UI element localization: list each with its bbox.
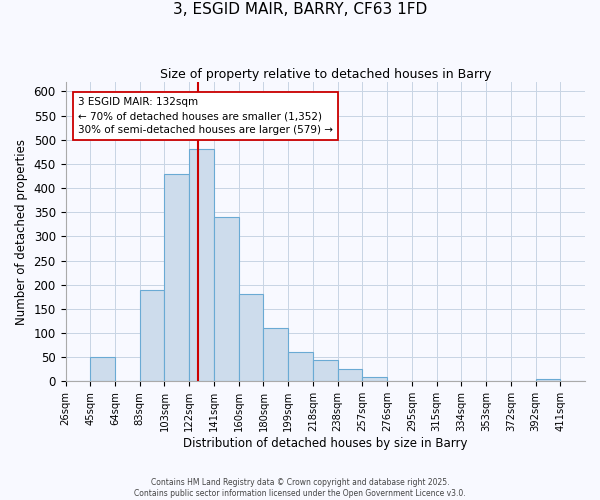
Bar bbox=[214, 217, 239, 382]
Y-axis label: Number of detached properties: Number of detached properties bbox=[15, 138, 28, 324]
Bar bbox=[338, 370, 362, 382]
Bar bbox=[536, 379, 560, 382]
Text: 3 ESGID MAIR: 132sqm
← 70% of detached houses are smaller (1,352)
30% of semi-de: 3 ESGID MAIR: 132sqm ← 70% of detached h… bbox=[78, 97, 333, 135]
Bar bbox=[164, 174, 189, 382]
Bar bbox=[239, 294, 263, 382]
Bar bbox=[263, 328, 288, 382]
Bar bbox=[362, 376, 387, 382]
X-axis label: Distribution of detached houses by size in Barry: Distribution of detached houses by size … bbox=[183, 437, 467, 450]
Title: Size of property relative to detached houses in Barry: Size of property relative to detached ho… bbox=[160, 68, 491, 80]
Bar bbox=[288, 352, 313, 382]
Bar bbox=[90, 357, 115, 382]
Text: Contains HM Land Registry data © Crown copyright and database right 2025.
Contai: Contains HM Land Registry data © Crown c… bbox=[134, 478, 466, 498]
Bar bbox=[140, 290, 164, 382]
Bar bbox=[313, 360, 338, 382]
Bar bbox=[189, 150, 214, 382]
Text: 3, ESGID MAIR, BARRY, CF63 1FD: 3, ESGID MAIR, BARRY, CF63 1FD bbox=[173, 2, 427, 18]
